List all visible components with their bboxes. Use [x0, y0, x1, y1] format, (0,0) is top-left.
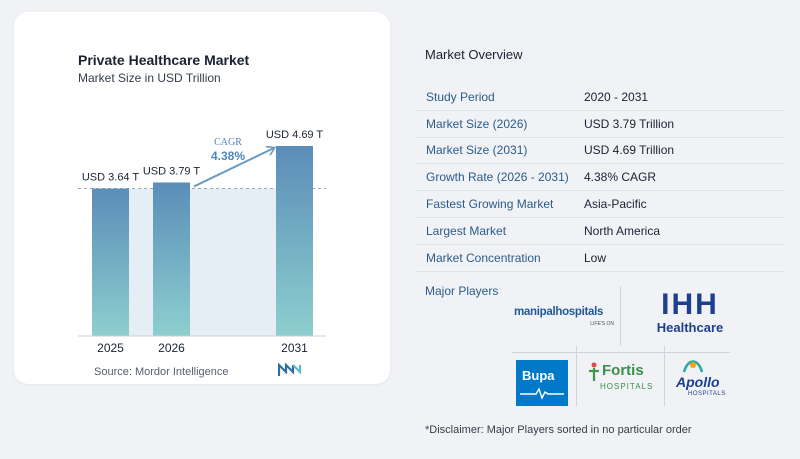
overview-key: Largest Market — [426, 223, 507, 238]
ihh-mark: IHH — [661, 288, 719, 321]
overview-value: Low — [584, 250, 607, 265]
source-note: Source: Mordor Intelligence — [94, 366, 229, 378]
overview-row: Fastest Growing Market Asia-Pacific — [416, 191, 784, 218]
overview-title: Market Overview — [425, 47, 523, 62]
apollo-hospitals-logo: Apollo HOSPITALS — [674, 356, 730, 408]
apollo-name: Apollo — [676, 374, 720, 390]
overview-value: USD 3.79 Trillion — [584, 116, 675, 131]
chart-title: Private Healthcare Market — [78, 52, 250, 68]
logo-divider — [664, 346, 665, 406]
bupa-logo: Bupa — [516, 360, 568, 406]
fortis-name: Fortis — [602, 362, 644, 379]
apollo-emblem-icon — [682, 360, 704, 373]
data-label-2031: USD 4.69 T — [266, 129, 324, 141]
disclaimer: *Disclaimer: Major Players sorted in no … — [425, 424, 692, 436]
overview-row: Market Size (2026) USD 3.79 Trillion — [416, 111, 784, 138]
manipal-hospitals-logo: manipalhospitals LIFE'S ON — [514, 306, 618, 330]
bar-2025 — [92, 188, 129, 336]
cagr-label: CAGR — [214, 137, 242, 148]
fortis-hospitals-logo: Fortis HOSPITALS — [586, 358, 658, 398]
logo-divider — [576, 346, 577, 406]
x-tick-label: 2025 — [97, 341, 124, 355]
cagr-value: 4.38% — [211, 149, 245, 163]
overview-value: USD 4.69 Trillion — [584, 143, 675, 158]
apollo-sub: HOSPITALS — [688, 391, 726, 397]
x-tick-label: 2026 — [158, 341, 185, 355]
overview-table: Study Period 2020 - 2031 Market Size (20… — [416, 84, 784, 272]
manipal-name: manipalhospitals — [514, 306, 604, 318]
overview-key: Growth Rate (2026 - 2031) — [426, 170, 569, 185]
overview-key: Market Concentration — [426, 250, 541, 265]
ihh-name: Healthcare — [656, 320, 724, 335]
fortis-figure-icon — [589, 362, 599, 381]
overview-key: Market Size (2026) — [426, 116, 528, 131]
major-players-title: Major Players — [425, 284, 499, 298]
overview-key: Study Period — [426, 89, 495, 104]
bar-2031 — [276, 146, 313, 336]
bupa-name: Bupa — [522, 368, 555, 383]
logo-divider — [620, 286, 621, 346]
manipal-tagline: LIFE'S ON — [590, 321, 614, 327]
overview-key: Market Size (2031) — [426, 143, 528, 158]
bar-chart: USD 3.64 T 2025 USD 3.79 T 2026 USD 4.69 T 20… — [78, 129, 326, 355]
overview-value: Asia-Pacific — [584, 197, 647, 212]
overview-key: Fastest Growing Market — [426, 197, 554, 212]
x-tick-label: 2031 — [281, 341, 308, 355]
fortis-sub: HOSPITALS — [600, 382, 654, 391]
overview-row: Study Period 2020 - 2031 — [416, 84, 784, 111]
overview-row: Largest Market North America — [416, 218, 784, 245]
chart-subtitle: Market Size in USD Trillion — [78, 71, 221, 85]
overview-row: Market Concentration Low — [416, 245, 784, 272]
data-label-2026: USD 3.79 T — [143, 165, 201, 177]
heartbeat-icon — [520, 387, 564, 400]
data-label-2025: USD 3.64 T — [82, 172, 140, 184]
bar-2026 — [153, 182, 190, 336]
overview-row: Growth Rate (2026 - 2031) 4.38% CAGR — [416, 164, 784, 192]
overview-row: Market Size (2031) USD 4.69 Trillion — [416, 138, 784, 165]
cagr-arrow — [193, 148, 274, 188]
overview-value: North America — [584, 223, 661, 238]
mordor-logo-icon — [278, 363, 302, 376]
ihh-healthcare-logo: IHH Healthcare — [640, 290, 740, 338]
overview-value: 2020 - 2031 — [584, 89, 649, 104]
overview-value: 4.38% CAGR — [584, 170, 657, 185]
logo-divider — [512, 352, 730, 353]
